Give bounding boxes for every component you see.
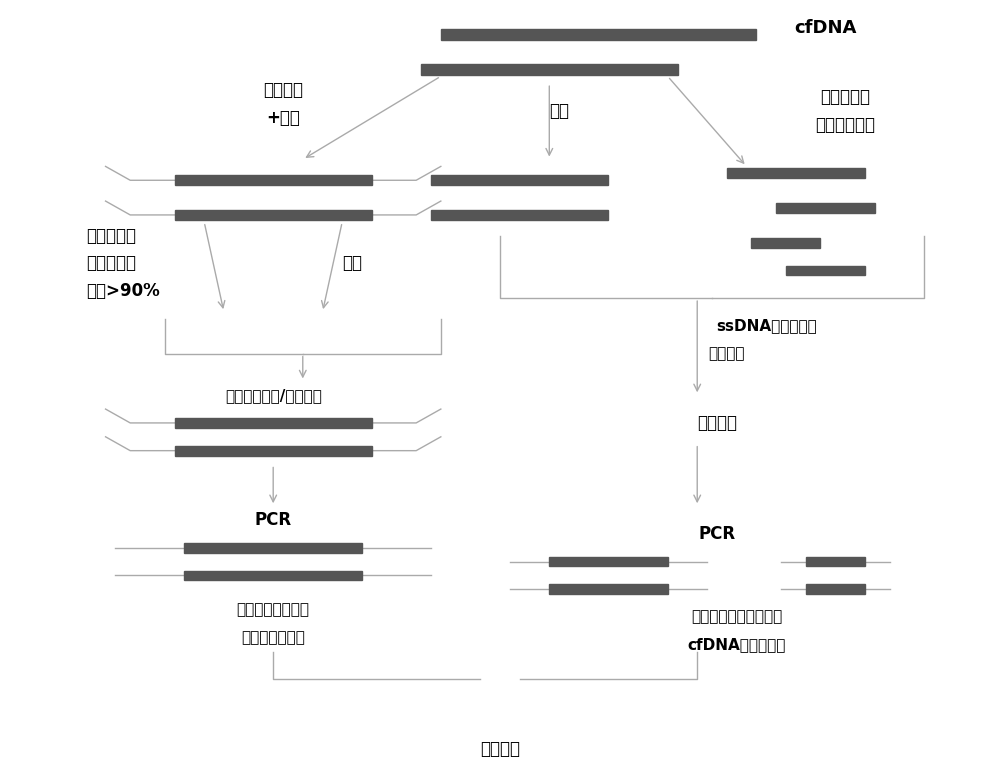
- Bar: [175, 176, 372, 185]
- Text: （大量片段）: （大量片段）: [815, 116, 875, 134]
- Text: 可扩增分子: 可扩增分子: [86, 254, 136, 273]
- Bar: [431, 176, 608, 185]
- Text: PCR: PCR: [698, 525, 736, 543]
- Bar: [441, 30, 756, 40]
- Text: 酶法: 酶法: [342, 254, 362, 273]
- Bar: [184, 543, 362, 553]
- Text: （低效）: （低效）: [709, 346, 745, 361]
- Bar: [786, 266, 865, 276]
- Bar: [806, 556, 865, 566]
- Bar: [175, 446, 372, 456]
- Text: 亚硫酸氢盐: 亚硫酸氢盐: [820, 88, 870, 106]
- Bar: [175, 210, 372, 220]
- Bar: [184, 571, 362, 581]
- Text: ssDNA衔接子连接: ssDNA衔接子连接: [716, 319, 817, 333]
- Bar: [727, 169, 865, 178]
- Bar: [806, 584, 865, 594]
- Bar: [549, 556, 668, 566]
- Text: 保留原始端点/长度信息: 保留原始端点/长度信息: [225, 388, 322, 403]
- Bar: [549, 584, 668, 594]
- Bar: [175, 418, 372, 428]
- Text: 靶标富集: 靶标富集: [480, 740, 520, 757]
- Text: cfDNA: cfDNA: [794, 19, 857, 37]
- Bar: [751, 238, 820, 248]
- Bar: [776, 203, 875, 213]
- Text: 文库制备: 文库制备: [697, 414, 737, 432]
- Text: （全部文库分子是: （全部文库分子是: [237, 603, 310, 618]
- Text: +连接: +连接: [266, 109, 300, 127]
- Text: cfDNA变成文库）: cfDNA变成文库）: [687, 637, 786, 653]
- Text: （提取后的相同片段化: （提取后的相同片段化: [691, 609, 782, 625]
- Bar: [421, 64, 678, 74]
- Text: PCR: PCR: [255, 511, 292, 529]
- Text: 损失>90%: 损失>90%: [86, 282, 160, 301]
- Text: 酶法: 酶法: [549, 102, 569, 120]
- Bar: [431, 210, 608, 220]
- Text: 亚硫酸氢盐: 亚硫酸氢盐: [86, 227, 136, 245]
- Text: 原始片段端点）: 原始片段端点）: [241, 631, 305, 646]
- Text: 末端修复: 末端修复: [263, 81, 303, 99]
